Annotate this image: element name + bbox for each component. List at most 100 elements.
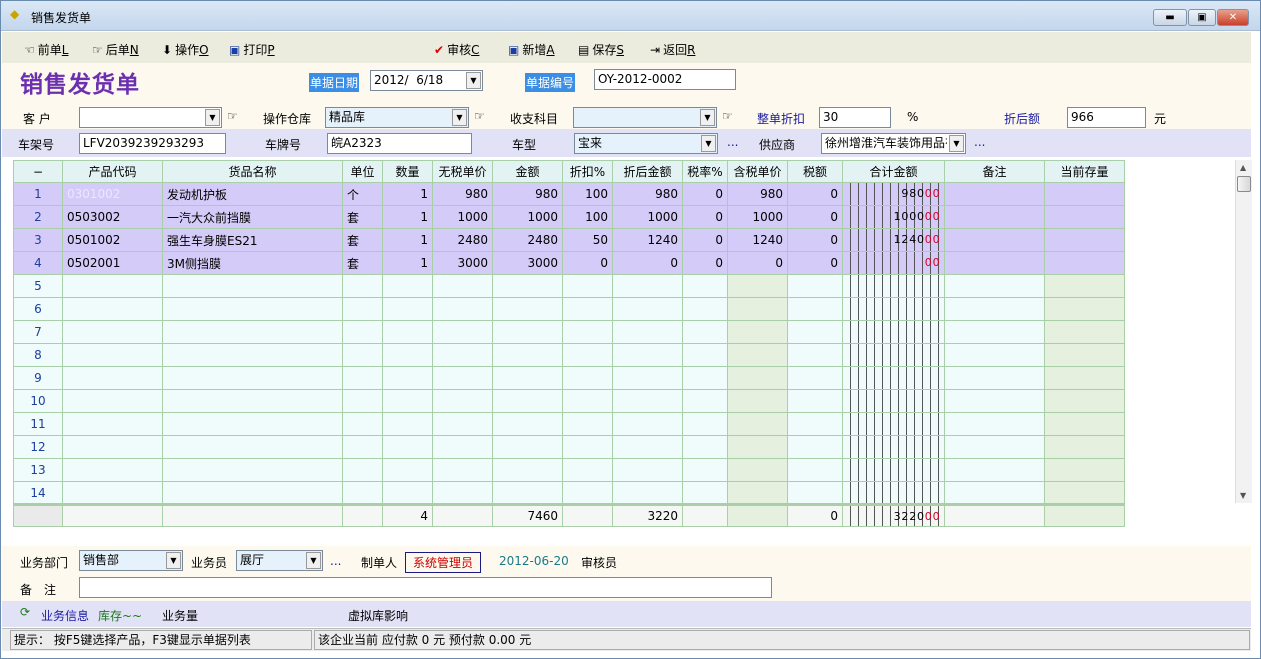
print-button[interactable]: ▣ 打印P [229, 43, 275, 57]
cell-stock[interactable] [1044, 435, 1125, 459]
scroll-up-icon[interactable]: ▲ [1240, 163, 1247, 172]
cell-tax_price[interactable] [727, 435, 788, 459]
cell-price[interactable]: 3000 [432, 251, 493, 275]
cell-tax[interactable] [787, 343, 843, 367]
vin-field[interactable]: LFV2039239293293 [79, 133, 226, 154]
cell-amount[interactable]: 3000 [492, 251, 563, 275]
cell-qty[interactable] [382, 435, 433, 459]
cell-qty[interactable] [382, 343, 433, 367]
cell-total[interactable] [842, 389, 945, 413]
cell-note[interactable] [944, 389, 1045, 413]
cell-note[interactable] [944, 320, 1045, 344]
cell-amount[interactable]: 2480 [492, 228, 563, 252]
cell-disc[interactable]: 100 [562, 205, 613, 229]
cell-tax[interactable] [787, 366, 843, 390]
column-header[interactable]: − [13, 160, 63, 183]
cell-name[interactable]: 发动机护板 [162, 182, 343, 206]
cell-name[interactable] [162, 412, 343, 436]
add-button[interactable]: ▣ 新增A [508, 43, 555, 57]
cell-tax_price[interactable] [727, 481, 788, 505]
cell-stock[interactable] [1044, 481, 1125, 505]
cell-unit[interactable]: 套 [342, 228, 383, 252]
warehouse-select[interactable]: 精品库 ▼ [325, 107, 469, 128]
cell-qty[interactable] [382, 274, 433, 298]
row-number[interactable]: 11 [13, 412, 63, 436]
cell-disc[interactable]: 0 [562, 251, 613, 275]
cell-stock[interactable] [1044, 412, 1125, 436]
cell-price[interactable]: 980 [432, 182, 493, 206]
cell-disc[interactable] [562, 412, 613, 436]
cell-tax_rate[interactable]: 0 [682, 228, 728, 252]
row-number[interactable]: 5 [13, 274, 63, 298]
column-header[interactable]: 金额 [492, 160, 563, 183]
cell-disc_amt[interactable] [612, 366, 683, 390]
cell-stock[interactable] [1044, 205, 1125, 229]
cell-tax_rate[interactable] [682, 320, 728, 344]
cell-tax_rate[interactable] [682, 412, 728, 436]
cell-name[interactable] [162, 297, 343, 321]
cell-code[interactable] [62, 389, 163, 413]
cell-price[interactable] [432, 481, 493, 505]
row-number[interactable]: 14 [13, 481, 63, 505]
cell-disc_amt[interactable] [612, 481, 683, 505]
after-discount-field[interactable]: 966 [1067, 107, 1146, 128]
cell-total[interactable] [842, 458, 945, 482]
cell-code[interactable] [62, 297, 163, 321]
cell-name[interactable]: 3M侧挡膜 [162, 251, 343, 275]
cell-tax[interactable]: 0 [787, 251, 843, 275]
cell-name[interactable] [162, 435, 343, 459]
column-header[interactable]: 货品名称 [162, 160, 343, 183]
cell-code[interactable] [62, 320, 163, 344]
cell-unit[interactable] [342, 320, 383, 344]
biz-info-link[interactable]: 业务信息 [41, 609, 90, 623]
cell-unit[interactable] [342, 481, 383, 505]
cell-tax[interactable] [787, 297, 843, 321]
cell-qty[interactable] [382, 320, 433, 344]
cell-disc[interactable]: 100 [562, 182, 613, 206]
cell-unit[interactable] [342, 366, 383, 390]
cell-disc[interactable] [562, 320, 613, 344]
row-number[interactable]: 7 [13, 320, 63, 344]
cell-tax[interactable] [787, 320, 843, 344]
table-row[interactable]: 1 0301002 发动机护板个 1 980 980 100 980 0 980 0 9 8 0 0 0 [13, 182, 1125, 206]
cell-disc_amt[interactable]: 1240 [612, 228, 683, 252]
customer-lookup-icon[interactable]: ☞ [227, 109, 238, 123]
cell-name[interactable]: 一汽大众前挡膜 [162, 205, 343, 229]
cell-disc_amt[interactable] [612, 297, 683, 321]
column-header[interactable]: 合计金额 [842, 160, 945, 183]
cell-qty[interactable] [382, 366, 433, 390]
table-row[interactable]: 3 0501002 强生车身膜ES21 套 1 2480 2480 50 1240 0 1240 0 1… [13, 228, 1125, 252]
row-number[interactable]: 3 [13, 228, 63, 252]
chevron-down-icon[interactable]: ▼ [466, 72, 481, 89]
cell-qty[interactable] [382, 412, 433, 436]
cell-stock[interactable] [1044, 251, 1125, 275]
cell-amount[interactable]: 980 [492, 182, 563, 206]
model-select[interactable]: 宝来 ▼ [574, 133, 718, 154]
row-number[interactable]: 4 [13, 251, 63, 275]
cell-tax_price[interactable] [727, 389, 788, 413]
cell-tax_price[interactable] [727, 297, 788, 321]
cell-total[interactable] [842, 435, 945, 459]
cell-stock[interactable] [1044, 343, 1125, 367]
table-row-empty[interactable]: 12 [13, 435, 1125, 459]
cell-qty[interactable] [382, 481, 433, 505]
cell-disc[interactable]: 50 [562, 228, 613, 252]
cell-name[interactable] [162, 366, 343, 390]
cell-stock[interactable] [1044, 182, 1125, 206]
column-header[interactable]: 产品代码 [62, 160, 163, 183]
cell-tax_rate[interactable] [682, 481, 728, 505]
cell-tax[interactable] [787, 458, 843, 482]
cell-tax_rate[interactable]: 0 [682, 251, 728, 275]
cell-amount[interactable] [492, 481, 563, 505]
cell-price[interactable]: 1000 [432, 205, 493, 229]
chevron-down-icon[interactable]: ▼ [700, 109, 715, 126]
table-row[interactable]: 2 0503002 一汽大众前挡膜套 1 1000 1000 100 1000 0 1000 0 1 0… [13, 205, 1125, 229]
back-button[interactable]: ⇥ 返回R [650, 43, 696, 57]
cell-note[interactable] [944, 274, 1045, 298]
cell-tax[interactable] [787, 412, 843, 436]
column-header[interactable]: 税率% [682, 160, 728, 183]
cell-stock[interactable] [1044, 228, 1125, 252]
cell-code[interactable] [62, 481, 163, 505]
cell-disc_amt[interactable] [612, 343, 683, 367]
cell-amount[interactable] [492, 412, 563, 436]
